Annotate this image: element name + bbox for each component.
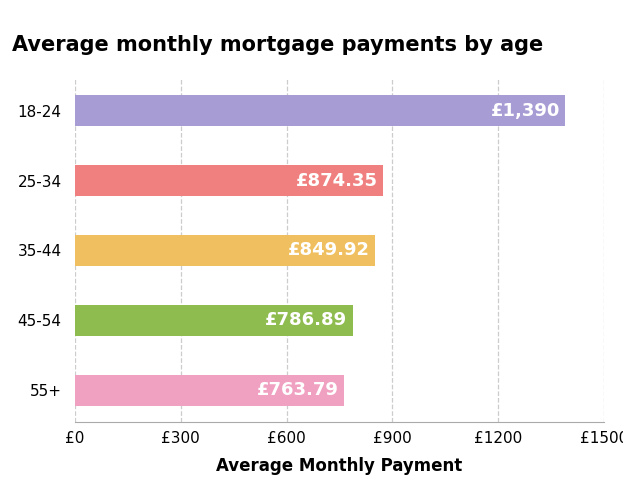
X-axis label: Average Monthly Payment: Average Monthly Payment [216, 457, 463, 476]
Text: Average monthly mortgage payments by age: Average monthly mortgage payments by age [12, 35, 544, 55]
Bar [75, 235, 375, 266]
Text: £1,390: £1,390 [491, 102, 560, 120]
Text: £786.89: £786.89 [265, 311, 347, 329]
Text: £874.35: £874.35 [296, 172, 378, 189]
Bar [75, 165, 383, 196]
Bar [75, 374, 345, 406]
Text: £763.79: £763.79 [257, 381, 339, 399]
Bar [75, 95, 566, 126]
Bar [75, 305, 353, 336]
Text: £849.92: £849.92 [288, 242, 369, 259]
